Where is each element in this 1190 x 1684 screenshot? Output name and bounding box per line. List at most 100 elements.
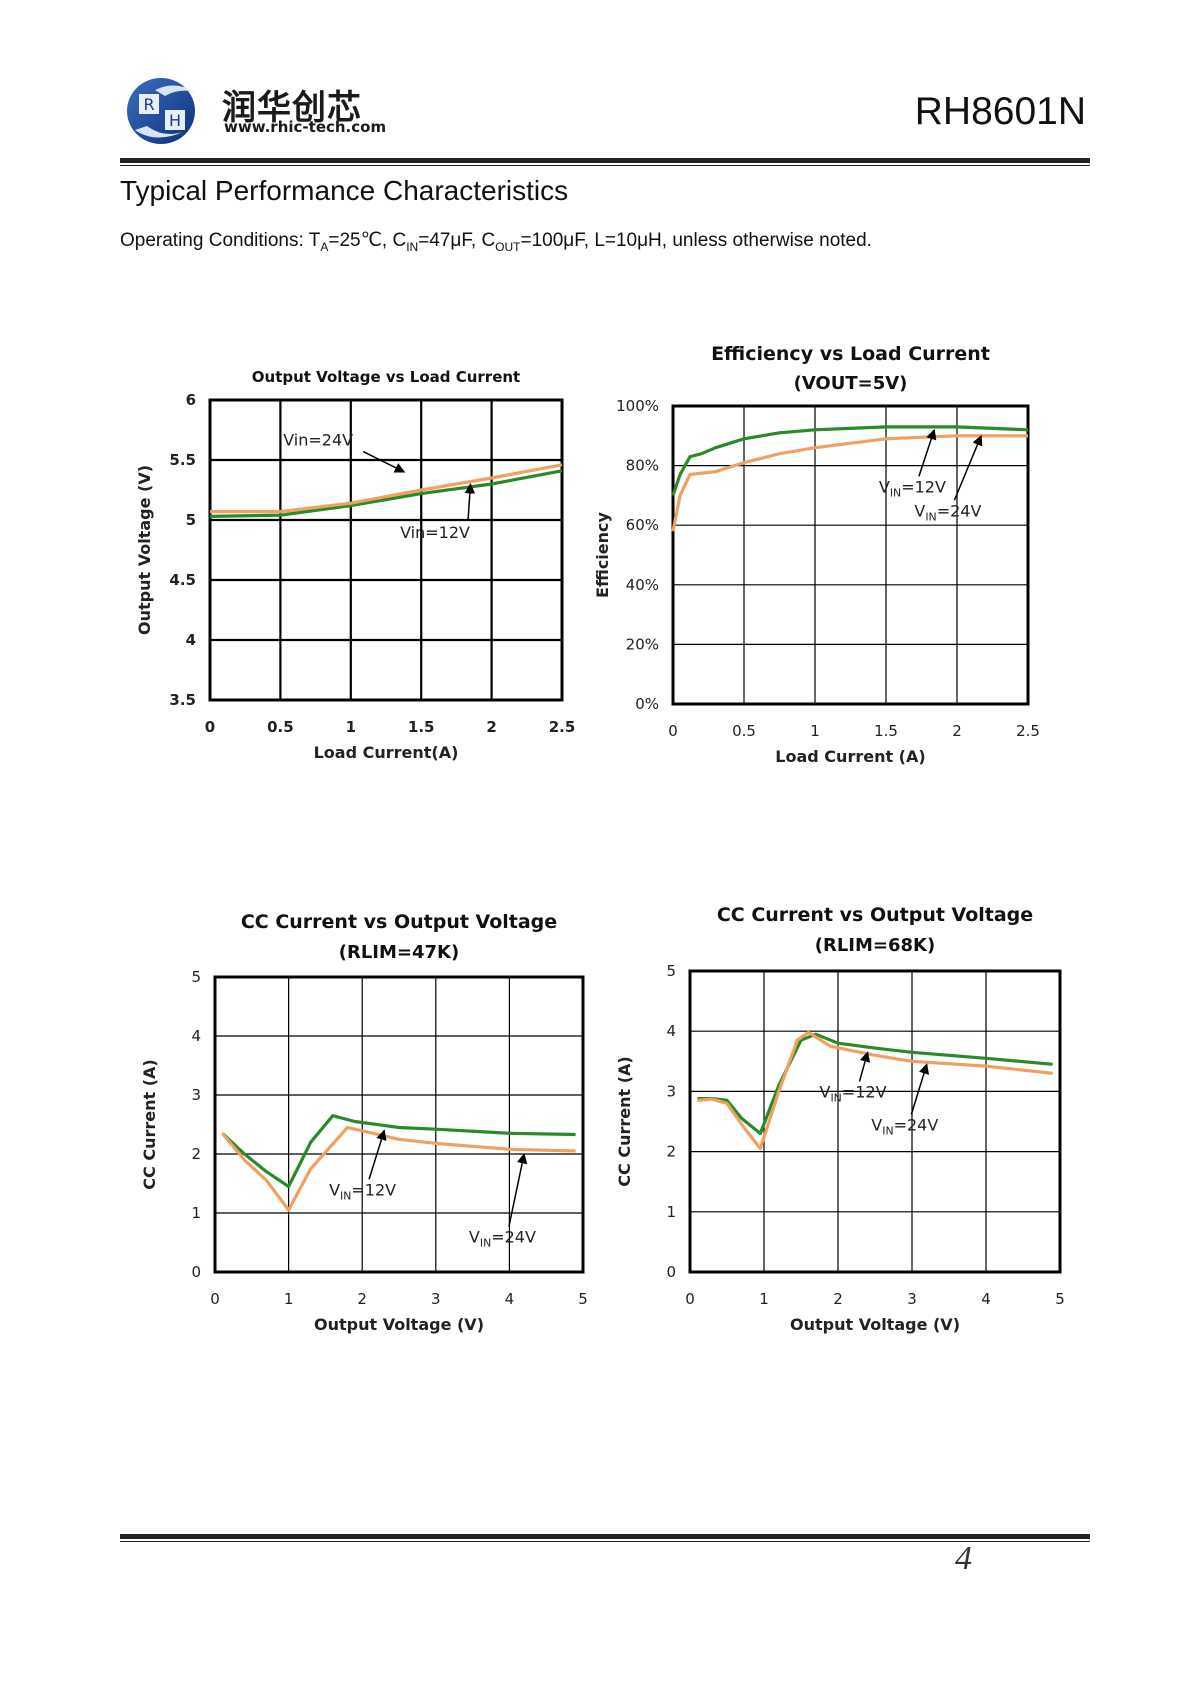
annotation-label: VIN=12V bbox=[329, 1180, 396, 1202]
part-number: RH8601N bbox=[914, 90, 1086, 133]
annotation-label: VIN=12V bbox=[820, 1082, 887, 1104]
x-tick-label: 2.5 bbox=[1016, 722, 1040, 740]
company-logo: R H bbox=[125, 74, 203, 146]
series-line-orange bbox=[210, 463, 563, 514]
x-axis-label: Output Voltage (V) bbox=[314, 1315, 484, 1334]
chart-title: Output Voltage vs Load Current bbox=[252, 368, 520, 386]
y-tick-label: 4.5 bbox=[169, 571, 196, 589]
chart-title: CC Current vs Output Voltage bbox=[717, 904, 1033, 926]
header-rule bbox=[120, 158, 1090, 163]
x-tick-label: 1 bbox=[810, 722, 820, 740]
footer-rule-thin bbox=[120, 1541, 1090, 1542]
page-number: 4 bbox=[955, 1540, 972, 1577]
y-tick-label: 2 bbox=[666, 1143, 676, 1161]
x-tick-label: 4 bbox=[981, 1290, 991, 1308]
series-line-orange bbox=[221, 1125, 576, 1212]
x-tick-label: 1 bbox=[284, 1290, 294, 1308]
y-axis-label: CC Current (A) bbox=[140, 1059, 159, 1189]
y-axis-label: Output Voltage (V) bbox=[135, 465, 154, 635]
series-line-green bbox=[671, 425, 1029, 496]
x-tick-label: 5 bbox=[578, 1290, 588, 1308]
x-tick-label: 2 bbox=[833, 1290, 843, 1308]
x-tick-label: 0.5 bbox=[732, 722, 756, 740]
y-tick-label: 20% bbox=[626, 635, 659, 653]
plot-frame bbox=[671, 404, 1030, 706]
y-tick-label: 5 bbox=[666, 962, 676, 980]
y-tick-label: 3 bbox=[191, 1086, 201, 1104]
y-tick-label: 60% bbox=[626, 516, 659, 534]
x-tick-label: 1.5 bbox=[874, 722, 898, 740]
x-tick-label: 0 bbox=[685, 1290, 695, 1308]
x-tick-label: 1 bbox=[346, 718, 356, 736]
chart-subtitle: (RLIM=47K) bbox=[339, 942, 459, 963]
x-tick-label: 0.5 bbox=[267, 718, 294, 736]
series-line-green bbox=[221, 1114, 576, 1189]
chart-2: Efficiency vs Load Current (VOUT=5V) 0 0.5 1… bbox=[593, 343, 1040, 766]
y-tick-label: 40% bbox=[626, 576, 659, 594]
operating-conditions: Operating Conditions: TA=25℃, CIN=47μF, … bbox=[120, 230, 872, 254]
series-line-green bbox=[697, 1032, 1053, 1136]
annotation-label: VIN=24V bbox=[914, 501, 981, 523]
section-title: Typical Performance Characteristics bbox=[120, 175, 569, 206]
x-tick-label: 5 bbox=[1055, 1290, 1065, 1308]
x-tick-label: 0 bbox=[205, 718, 215, 736]
series-line-green bbox=[209, 469, 563, 518]
plot-frame bbox=[213, 975, 585, 1274]
x-tick-label: 2 bbox=[486, 718, 496, 736]
annotation-arrow bbox=[858, 1051, 871, 1082]
svg-text:R: R bbox=[143, 95, 154, 114]
y-tick-label: 4 bbox=[186, 631, 196, 649]
annotation-arrow bbox=[918, 428, 937, 477]
y-tick-label: 0% bbox=[635, 695, 659, 713]
y-tick-label: 3 bbox=[666, 1082, 676, 1100]
annotation-label: VIN=12V bbox=[879, 477, 946, 499]
x-tick-label: 4 bbox=[505, 1290, 515, 1308]
chart-subtitle: (RLIM=68K) bbox=[815, 935, 935, 956]
annotation-label: VIN=24V bbox=[871, 1116, 938, 1138]
header-rule-thin bbox=[120, 165, 1090, 166]
x-axis-label: Load Current(A) bbox=[314, 743, 459, 762]
y-tick-label: 80% bbox=[626, 457, 659, 475]
chart-4: CC Current vs Output Voltage (RLIM=68K) 0 1… bbox=[615, 904, 1065, 1334]
x-axis-label: Output Voltage (V) bbox=[790, 1315, 960, 1334]
y-tick-label: 5 bbox=[186, 511, 196, 529]
brand-name: 润华创芯 bbox=[222, 88, 362, 128]
annotation-arrow bbox=[362, 450, 406, 473]
chart-3: CC Current vs Output Voltage (RLIM=47K) 0 1… bbox=[140, 911, 588, 1334]
y-tick-label: 1 bbox=[666, 1203, 676, 1221]
y-tick-label: 0 bbox=[666, 1263, 676, 1281]
annotation-label: Vin=12V bbox=[400, 523, 470, 542]
y-tick-label: 100% bbox=[616, 397, 659, 415]
y-tick-label: 6 bbox=[186, 391, 196, 409]
plot-frame bbox=[208, 398, 564, 702]
x-axis-label: Load Current (A) bbox=[775, 747, 925, 766]
y-tick-label: 3.5 bbox=[169, 691, 196, 709]
x-tick-label: 2 bbox=[357, 1290, 367, 1308]
brand-url: www.rhic-tech.com bbox=[224, 118, 387, 136]
x-tick-label: 3 bbox=[431, 1290, 441, 1308]
x-tick-label: 2.5 bbox=[549, 718, 576, 736]
annotation-arrow bbox=[464, 482, 476, 521]
x-tick-label: 0 bbox=[668, 722, 678, 740]
y-tick-label: 1 bbox=[191, 1204, 201, 1222]
annotation-arrow bbox=[910, 1063, 930, 1115]
x-tick-label: 3 bbox=[907, 1290, 917, 1308]
chart-title: CC Current vs Output Voltage bbox=[241, 911, 557, 933]
plot-frame bbox=[688, 969, 1062, 1274]
x-tick-label: 2 bbox=[952, 722, 962, 740]
y-tick-label: 5.5 bbox=[169, 451, 196, 469]
annotation-label: Vin=24V bbox=[283, 431, 353, 450]
x-tick-label: 0 bbox=[210, 1290, 220, 1308]
series-line-orange bbox=[671, 434, 1028, 532]
y-tick-label: 2 bbox=[191, 1145, 201, 1163]
y-tick-label: 4 bbox=[666, 1022, 676, 1040]
y-tick-label: 5 bbox=[191, 968, 201, 986]
svg-text:H: H bbox=[169, 111, 181, 130]
x-tick-label: 1.5 bbox=[408, 718, 435, 736]
y-tick-label: 0 bbox=[191, 1263, 201, 1281]
chart-title: Efficiency vs Load Current bbox=[711, 343, 990, 365]
x-tick-label: 1 bbox=[759, 1290, 769, 1308]
y-axis-label: Efficiency bbox=[593, 511, 612, 597]
chart-subtitle: (VOUT=5V) bbox=[794, 373, 908, 394]
